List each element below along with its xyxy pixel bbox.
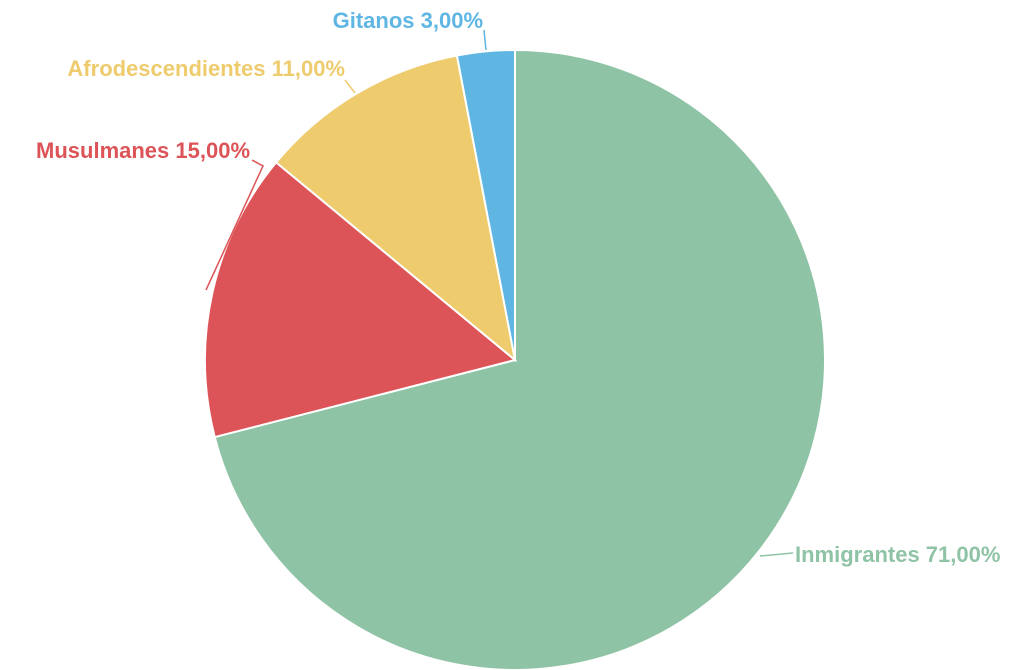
leader-line-afrodescendientes [344,79,356,94]
leader-lines [205,29,794,557]
slice-label-musulmanes: Musulmanes 15,00% [36,138,250,163]
pie-slice-gitanos [455,48,516,361]
slice-label-inmigrantes: Inmigrantes 71,00% [795,542,1000,567]
pie-slice-inmigrantes [213,48,826,670]
leader-line-musulmanes [205,159,264,291]
pie-slice-afrodescendientes [274,54,517,363]
slice-label-gitanos: Gitanos 3,00% [333,8,483,33]
slice-label-afrodescendientes: Afrodescendientes 11,00% [67,56,345,81]
pie-slice-musulmanes [204,160,518,439]
slice-labels: Inmigrantes 71,00% Musulmanes 15,00% Afrod… [36,8,1000,567]
pie-slices [204,48,826,670]
leader-line-inmigrantes [759,552,794,557]
leader-line-gitanos [483,29,487,51]
